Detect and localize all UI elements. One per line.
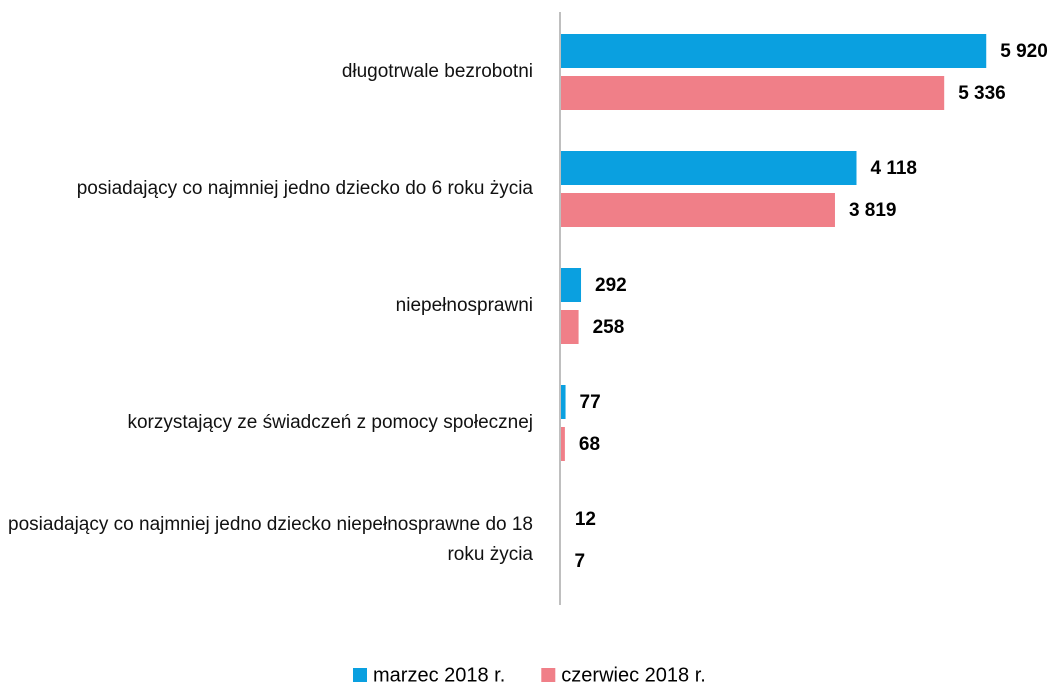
legend-label: czerwiec 2018 r. xyxy=(561,664,706,686)
category-label: długotrwale bezrobotni xyxy=(341,61,533,82)
category-label: posiadający co najmniej jedno dziecko do… xyxy=(76,178,533,199)
bar xyxy=(560,151,857,185)
bar xyxy=(560,76,945,110)
value-label: 7 xyxy=(575,551,586,572)
value-label: 3 819 xyxy=(849,200,897,221)
value-label: 68 xyxy=(579,434,600,455)
bar xyxy=(560,193,835,227)
value-label: 77 xyxy=(580,392,601,413)
category-label: korzystający ze świadczeń z pomocy społe… xyxy=(127,412,533,433)
category-label: niepełnosprawni xyxy=(395,295,533,316)
value-label: 5 920 xyxy=(1000,41,1048,62)
legend-swatch xyxy=(541,668,556,682)
value-label: 4 118 xyxy=(870,158,917,179)
value-label: 12 xyxy=(575,509,596,530)
legend-label: marzec 2018 r. xyxy=(373,664,505,686)
bar xyxy=(560,268,582,302)
value-label: 258 xyxy=(593,317,625,338)
value-label: 5 336 xyxy=(958,83,1006,104)
legend-swatch xyxy=(353,668,367,682)
bar xyxy=(560,385,566,419)
bar xyxy=(560,34,987,68)
bar xyxy=(560,427,565,461)
category-label: posiadający co najmniej jedno dziecko ni… xyxy=(8,514,533,565)
value-label: 292 xyxy=(595,275,627,296)
bar xyxy=(560,310,579,344)
